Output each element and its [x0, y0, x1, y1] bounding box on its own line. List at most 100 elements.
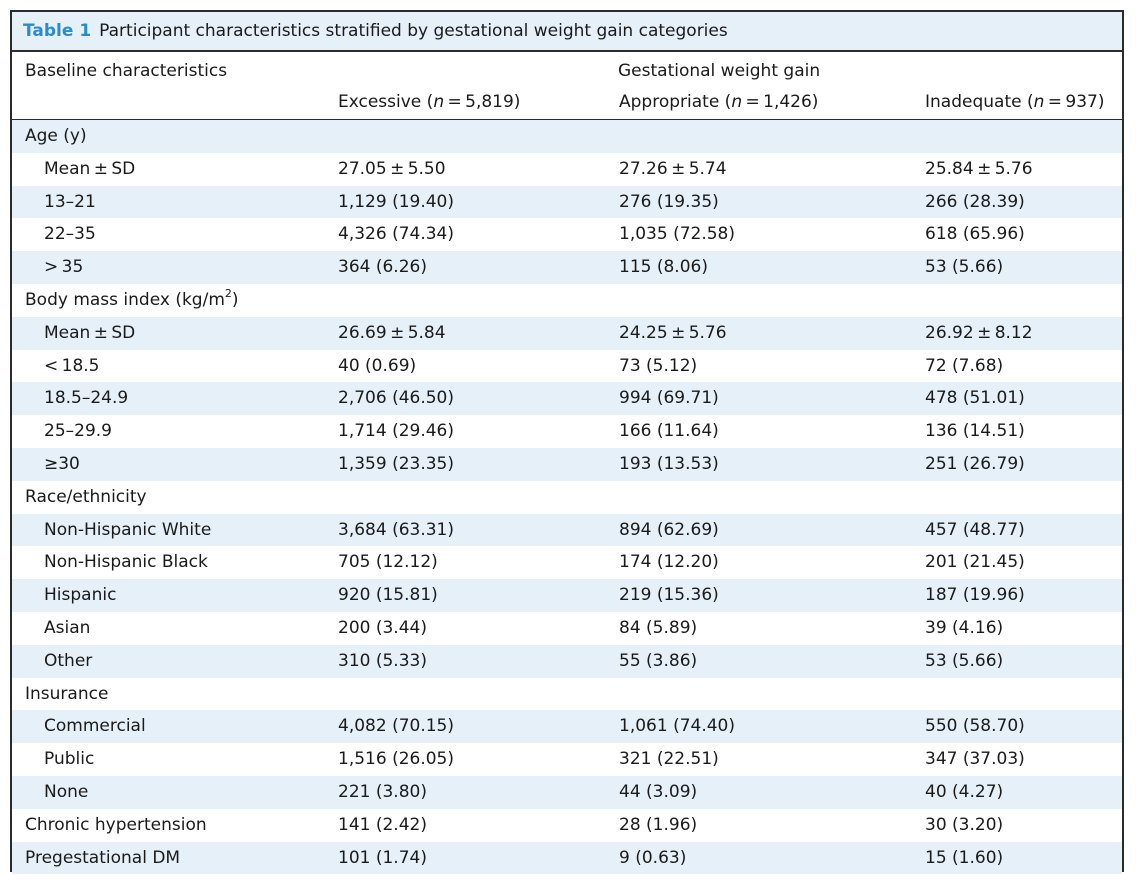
row-label-superscript: 2 — [224, 287, 232, 301]
cell-appropriate: 84 (5.89) — [619, 617, 698, 638]
table-row: Race/ethnicity — [12, 481, 1122, 514]
cell-excessive: 27.05 ± 5.50 — [338, 158, 446, 179]
table-frame: Table 1 Participant characteristics stra… — [10, 10, 1124, 875]
row-label-text: 18.5–24.9 — [44, 388, 129, 409]
table-row: ≥30 1,359 (23.35) 193 (13.53) 251 (26.79) — [12, 447, 1122, 481]
cell-excessive: 200 (3.44) — [338, 617, 427, 638]
cell-appropriate: 894 (62.69) — [619, 519, 719, 540]
cell-excessive: 705 (12.12) — [338, 552, 438, 573]
header-inadequate-n: n — [1033, 92, 1045, 112]
cell-excessive: 4,082 (70.15) — [338, 716, 455, 737]
table-row: < 18.5 40 (0.69) 73 (5.12) 72 (7.68) — [12, 350, 1122, 383]
cell-excessive: 101 (1.74) — [338, 847, 427, 868]
cell-inadequate: 457 (48.77) — [925, 519, 1025, 540]
cell-appropriate: 166 (11.64) — [619, 421, 719, 442]
cell-excessive: 920 (15.81) — [338, 585, 438, 606]
row-label-text: Body mass index (kg/m — [25, 289, 225, 310]
row-label-text: Other — [44, 650, 93, 671]
cell-inadequate: 187 (19.96) — [925, 585, 1025, 606]
header-appropriate-pre: Appropriate ( — [619, 92, 732, 112]
row-label: Other — [44, 651, 92, 671]
row-label-text: Mean ± SD — [44, 158, 136, 179]
cell-appropriate: 73 (5.12) — [619, 355, 698, 376]
cell-excessive: 310 (5.33) — [338, 650, 427, 671]
cell-appropriate: 115 (8.06) — [619, 257, 708, 278]
row-label-text: Race/ethnicity — [25, 486, 147, 507]
cell-excessive: 2,706 (46.50) — [338, 388, 455, 409]
header-inadequate: Inadequate (n = 937) — [925, 92, 1105, 112]
cell-excessive: 4,326 (74.34) — [338, 224, 455, 245]
row-label: < 18.5 — [44, 356, 100, 376]
cell-appropriate: 44 (3.09) — [619, 781, 698, 802]
cell-excessive: 1,129 (19.40) — [338, 191, 455, 212]
row-label-text: Insurance — [25, 683, 109, 704]
cell-inadequate: 347 (37.03) — [925, 749, 1025, 770]
cell-appropriate: 1,061 (74.40) — [619, 716, 736, 737]
cell-inadequate: 25.84 ± 5.76 — [925, 158, 1033, 179]
cell-appropriate: 321 (22.51) — [619, 749, 719, 770]
cell-inadequate: 550 (58.70) — [925, 716, 1025, 737]
table-row: 22–35 4,326 (74.34) 1,035 (72.58) 618 (65.9… — [12, 218, 1122, 251]
cell-inadequate: 478 (51.01) — [925, 388, 1025, 409]
header-excessive: Excessive (n = 5,819) — [338, 92, 520, 112]
row-label: Asian — [44, 618, 90, 638]
row-label-text: Asian — [44, 617, 91, 638]
row-label-text: Age (y) — [25, 126, 87, 146]
row-label-text: Chronic hypertension — [25, 814, 207, 835]
cell-excessive: 221 (3.80) — [338, 781, 427, 802]
row-label: 22–35 — [44, 224, 96, 244]
cell-inadequate: 15 (1.60) — [925, 847, 1004, 868]
row-label-text: ≥30 — [44, 453, 80, 474]
table-row: Insurance — [12, 678, 1122, 711]
cell-inadequate: 266 (28.39) — [925, 191, 1025, 212]
table-row: None 221 (3.80) 44 (3.09) 40 (4.27) — [12, 775, 1122, 809]
row-label: Age (y) — [25, 126, 87, 146]
cell-excessive: 1,516 (26.05) — [338, 749, 455, 770]
table-row: Chronic hypertension 141 (2.42) 28 (1.96) 3… — [12, 809, 1122, 842]
cell-inadequate: 72 (7.68) — [925, 355, 1004, 376]
table-header: Baseline characteristics Gestational wei… — [12, 52, 1122, 120]
cell-appropriate: 9 (0.63) — [619, 847, 687, 868]
row-label: > 35 — [44, 257, 83, 277]
table-row: Hispanic 920 (15.81) 219 (15.36) 187 (19.96… — [12, 579, 1122, 612]
table-row: Body mass index (kg/m2) — [12, 284, 1122, 317]
table-row: 18.5–24.9 2,706 (46.50) 994 (69.71) 478 (51… — [12, 382, 1122, 416]
cell-inadequate: 30 (3.20) — [925, 814, 1004, 835]
header-excessive-pre: Excessive ( — [338, 92, 434, 112]
cell-inadequate: 251 (26.79) — [925, 453, 1025, 474]
header-inadequate-post: = 937) — [1044, 92, 1105, 112]
row-label: Race/ethnicity — [25, 487, 147, 507]
table-caption: Table 1 Participant characteristics stra… — [12, 12, 1122, 52]
table-row: Age (y) — [12, 120, 1122, 153]
row-label-text: Pregestational DM — [25, 847, 181, 868]
table-row: Commercial 4,082 (70.15) 1,061 (74.40) 550 … — [12, 710, 1122, 744]
row-label-tail: ) — [231, 289, 239, 310]
row-label: Mean ± SD — [44, 159, 135, 179]
row-label-text: Non-Hispanic White — [44, 519, 212, 540]
cell-appropriate: 276 (19.35) — [619, 191, 719, 212]
table-label: Table 1 — [23, 21, 92, 41]
row-label: 25–29.9 — [44, 421, 112, 441]
cell-excessive: 1,359 (23.35) — [338, 453, 455, 474]
cell-excessive: 1,714 (29.46) — [338, 421, 455, 442]
table-row: Other 310 (5.33) 55 (3.86) 53 (5.66) — [12, 644, 1122, 678]
table-row: 25–29.9 1,714 (29.46) 166 (11.64) 136 (14.5… — [12, 415, 1122, 448]
row-label: Chronic hypertension — [25, 815, 207, 835]
table-row: Pregestational DM 101 (1.74) 9 (0.63) 15 (1… — [12, 841, 1122, 875]
cell-excessive: 40 (0.69) — [338, 355, 417, 376]
cell-inadequate: 40 (4.27) — [925, 781, 1004, 802]
table-title: Participant characteristics stratified b… — [99, 21, 728, 41]
row-label: Non-Hispanic White — [44, 520, 211, 540]
cell-excessive: 141 (2.42) — [338, 814, 427, 835]
row-label-text: Commercial — [44, 716, 146, 737]
header-appropriate-n: n — [731, 92, 743, 112]
row-label: Non-Hispanic Black — [44, 552, 208, 572]
row-label: Pregestational DM — [25, 848, 180, 868]
row-label: Public — [44, 749, 94, 769]
row-label: Insurance — [25, 684, 108, 704]
row-label: ≥30 — [44, 454, 80, 474]
cell-inadequate: 201 (21.45) — [925, 552, 1025, 573]
header-group: Gestational weight gain — [618, 61, 821, 81]
cell-inadequate: 53 (5.66) — [925, 257, 1004, 278]
cell-inadequate: 39 (4.16) — [925, 617, 1004, 638]
